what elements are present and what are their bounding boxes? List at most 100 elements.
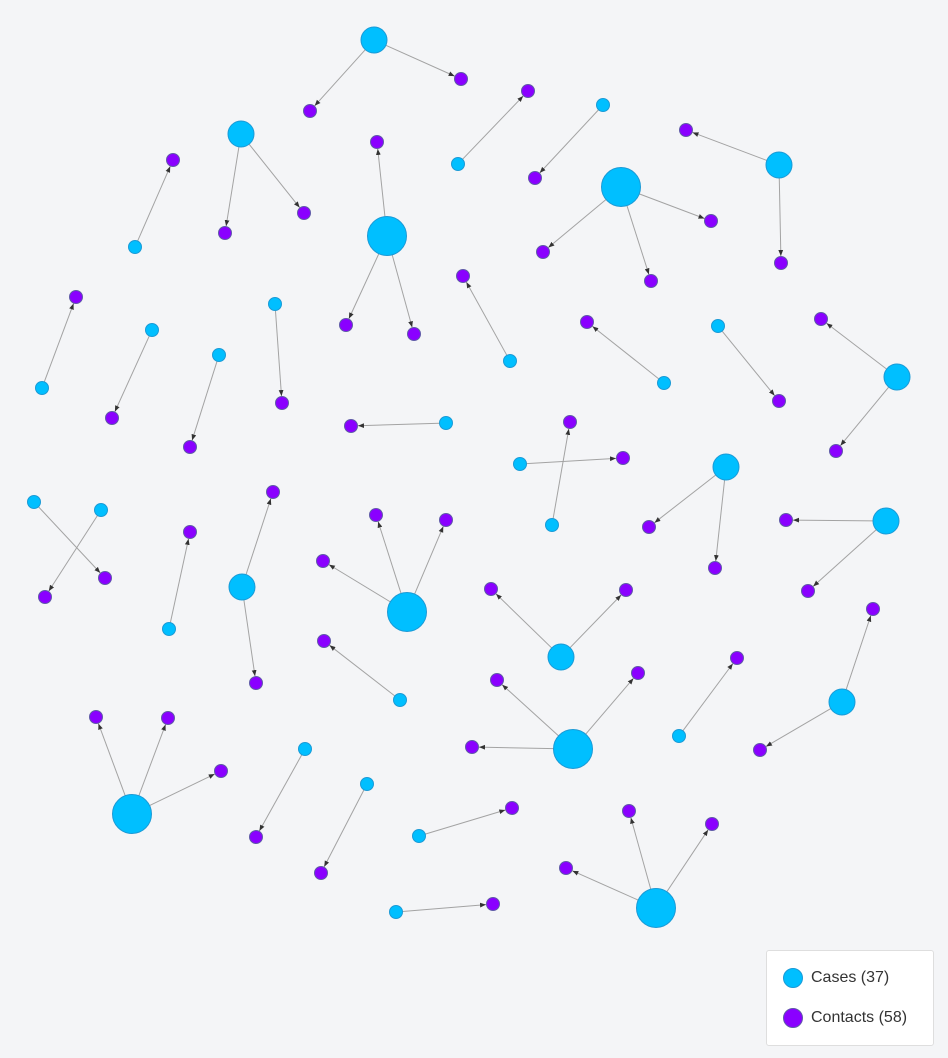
contact-node[interactable] (616, 451, 630, 465)
contact-node[interactable] (339, 318, 353, 332)
case-node[interactable] (601, 167, 641, 207)
case-node[interactable] (883, 363, 911, 391)
contact-node[interactable] (521, 84, 535, 98)
contact-node[interactable] (249, 830, 263, 844)
legend-item-cases[interactable]: Cases (37) (783, 968, 889, 988)
case-node[interactable] (636, 888, 676, 928)
contact-node[interactable] (753, 743, 767, 757)
contact-node[interactable] (829, 444, 843, 458)
case-node[interactable] (393, 693, 407, 707)
case-node[interactable] (545, 518, 559, 532)
contact-node[interactable] (454, 72, 468, 86)
contact-node[interactable] (814, 312, 828, 326)
case-node[interactable] (227, 120, 255, 148)
case-node[interactable] (672, 729, 686, 743)
contact-node[interactable] (183, 525, 197, 539)
contact-node[interactable] (344, 419, 358, 433)
case-node[interactable] (451, 157, 465, 171)
contact-node[interactable] (642, 520, 656, 534)
contact-node[interactable] (407, 327, 421, 341)
legend-item-contacts[interactable]: Contacts (58) (783, 1008, 907, 1028)
case-node[interactable] (553, 729, 593, 769)
case-node[interactable] (828, 688, 856, 716)
case-node[interactable] (128, 240, 142, 254)
case-node[interactable] (412, 829, 426, 843)
case-node[interactable] (389, 905, 403, 919)
contact-node[interactable] (563, 415, 577, 429)
contact-node[interactable] (779, 513, 793, 527)
contact-node[interactable] (317, 634, 331, 648)
contact-node[interactable] (98, 571, 112, 585)
contact-node[interactable] (275, 396, 289, 410)
case-node[interactable] (298, 742, 312, 756)
contact-node[interactable] (705, 817, 719, 831)
contact-node[interactable] (370, 135, 384, 149)
case-node[interactable] (268, 297, 282, 311)
contact-node[interactable] (465, 740, 479, 754)
contact-node[interactable] (536, 245, 550, 259)
contact-node[interactable] (297, 206, 311, 220)
contact-node[interactable] (490, 673, 504, 687)
contact-node[interactable] (622, 804, 636, 818)
case-node[interactable] (712, 453, 740, 481)
contact-node[interactable] (166, 153, 180, 167)
contact-node[interactable] (528, 171, 542, 185)
case-node[interactable] (35, 381, 49, 395)
contact-node[interactable] (631, 666, 645, 680)
case-node[interactable] (547, 643, 575, 671)
contact-node[interactable] (866, 602, 880, 616)
contact-node[interactable] (774, 256, 788, 270)
contact-node[interactable] (486, 897, 500, 911)
case-node[interactable] (27, 495, 41, 509)
contact-node[interactable] (105, 411, 119, 425)
case-node[interactable] (162, 622, 176, 636)
contact-node[interactable] (314, 866, 328, 880)
contact-node[interactable] (439, 513, 453, 527)
contact-node[interactable] (679, 123, 693, 137)
contact-node[interactable] (644, 274, 658, 288)
case-node[interactable] (765, 151, 793, 179)
case-node[interactable] (145, 323, 159, 337)
contact-node[interactable] (266, 485, 280, 499)
contact-node[interactable] (249, 676, 263, 690)
case-node[interactable] (503, 354, 517, 368)
case-node[interactable] (212, 348, 226, 362)
case-node[interactable] (228, 573, 256, 601)
contact-node[interactable] (38, 590, 52, 604)
case-node[interactable] (596, 98, 610, 112)
contact-node[interactable] (369, 508, 383, 522)
case-node[interactable] (711, 319, 725, 333)
contact-node[interactable] (704, 214, 718, 228)
case-node[interactable] (360, 26, 388, 54)
edge-arrow (425, 809, 506, 835)
case-node[interactable] (872, 507, 900, 535)
contact-node[interactable] (183, 440, 197, 454)
case-node[interactable] (513, 457, 527, 471)
contact-node[interactable] (801, 584, 815, 598)
case-node[interactable] (367, 216, 407, 256)
contact-node[interactable] (69, 290, 83, 304)
contact-node[interactable] (161, 711, 175, 725)
contact-node[interactable] (580, 315, 594, 329)
contact-node[interactable] (218, 226, 232, 240)
case-node[interactable] (94, 503, 108, 517)
contact-node[interactable] (730, 651, 744, 665)
contact-node[interactable] (89, 710, 103, 724)
case-node[interactable] (439, 416, 453, 430)
contact-node[interactable] (303, 104, 317, 118)
contact-node[interactable] (484, 582, 498, 596)
contact-node[interactable] (559, 861, 573, 875)
contact-node[interactable] (708, 561, 722, 575)
contact-node[interactable] (456, 269, 470, 283)
contact-node[interactable] (214, 764, 228, 778)
contact-node[interactable] (316, 554, 330, 568)
edge-arrow (501, 684, 559, 737)
case-node[interactable] (360, 777, 374, 791)
contact-node[interactable] (772, 394, 786, 408)
contact-node[interactable] (505, 801, 519, 815)
case-node[interactable] (387, 592, 427, 632)
case-node[interactable] (112, 794, 152, 834)
contact-node[interactable] (619, 583, 633, 597)
case-node[interactable] (657, 376, 671, 390)
